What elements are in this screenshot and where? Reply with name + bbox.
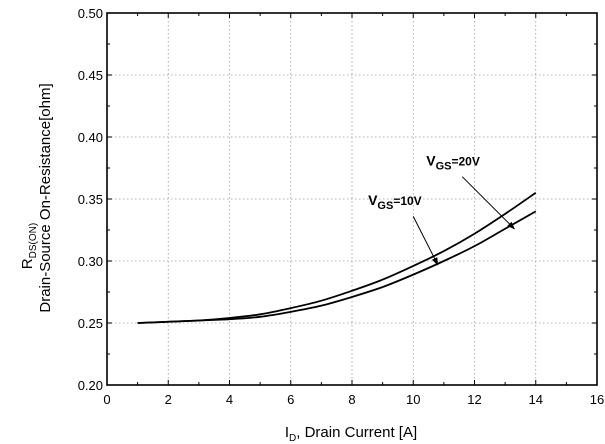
annotation-label-vgs20: VGS=20V <box>426 153 480 173</box>
y-tick-label: 0.25 <box>78 316 103 331</box>
y-axis-label: Drain-Source On-Resistance[ohm] <box>37 83 54 312</box>
grid <box>107 13 597 385</box>
annotation-label-vgs10: VGS=10V <box>368 192 422 212</box>
x-tick-label: 4 <box>226 392 233 407</box>
y-tick-label: 0.20 <box>78 378 103 393</box>
x-tick-label: 6 <box>287 392 294 407</box>
series-line-vgs10 <box>137 210 537 324</box>
annotation-arrow-vgs10 <box>412 216 439 266</box>
x-tick-label: 10 <box>406 392 420 407</box>
plot-frame <box>106 12 598 386</box>
y-tick-label: 0.30 <box>78 254 103 269</box>
y-tick-label: 0.35 <box>78 192 103 207</box>
y-axis-label-symbol: RDS(ON) <box>19 223 39 269</box>
series-lines <box>137 192 537 324</box>
x-tick-label: 12 <box>467 392 481 407</box>
series-line-vgs20 <box>137 192 537 324</box>
x-tick-label: 0 <box>103 392 110 407</box>
y-tick-label: 0.45 <box>78 68 103 83</box>
x-tick-label: 8 <box>348 392 355 407</box>
x-tick-label: 16 <box>590 392 604 407</box>
axis-ticks: 0 2 4 6 8 10 12 14 16 0.20 0.25 0.30 0.35 0.40 0.45 0.5… <box>78 6 605 407</box>
x-tick-label: 2 <box>165 392 172 407</box>
x-axis-label: ID, Drain Current [A] <box>285 424 417 444</box>
y-tick-label: 0.50 <box>78 6 103 21</box>
y-tick-label: 0.40 <box>78 130 103 145</box>
annotation-arrow-vgs20 <box>461 176 516 230</box>
x-tick-label: 14 <box>529 392 543 407</box>
